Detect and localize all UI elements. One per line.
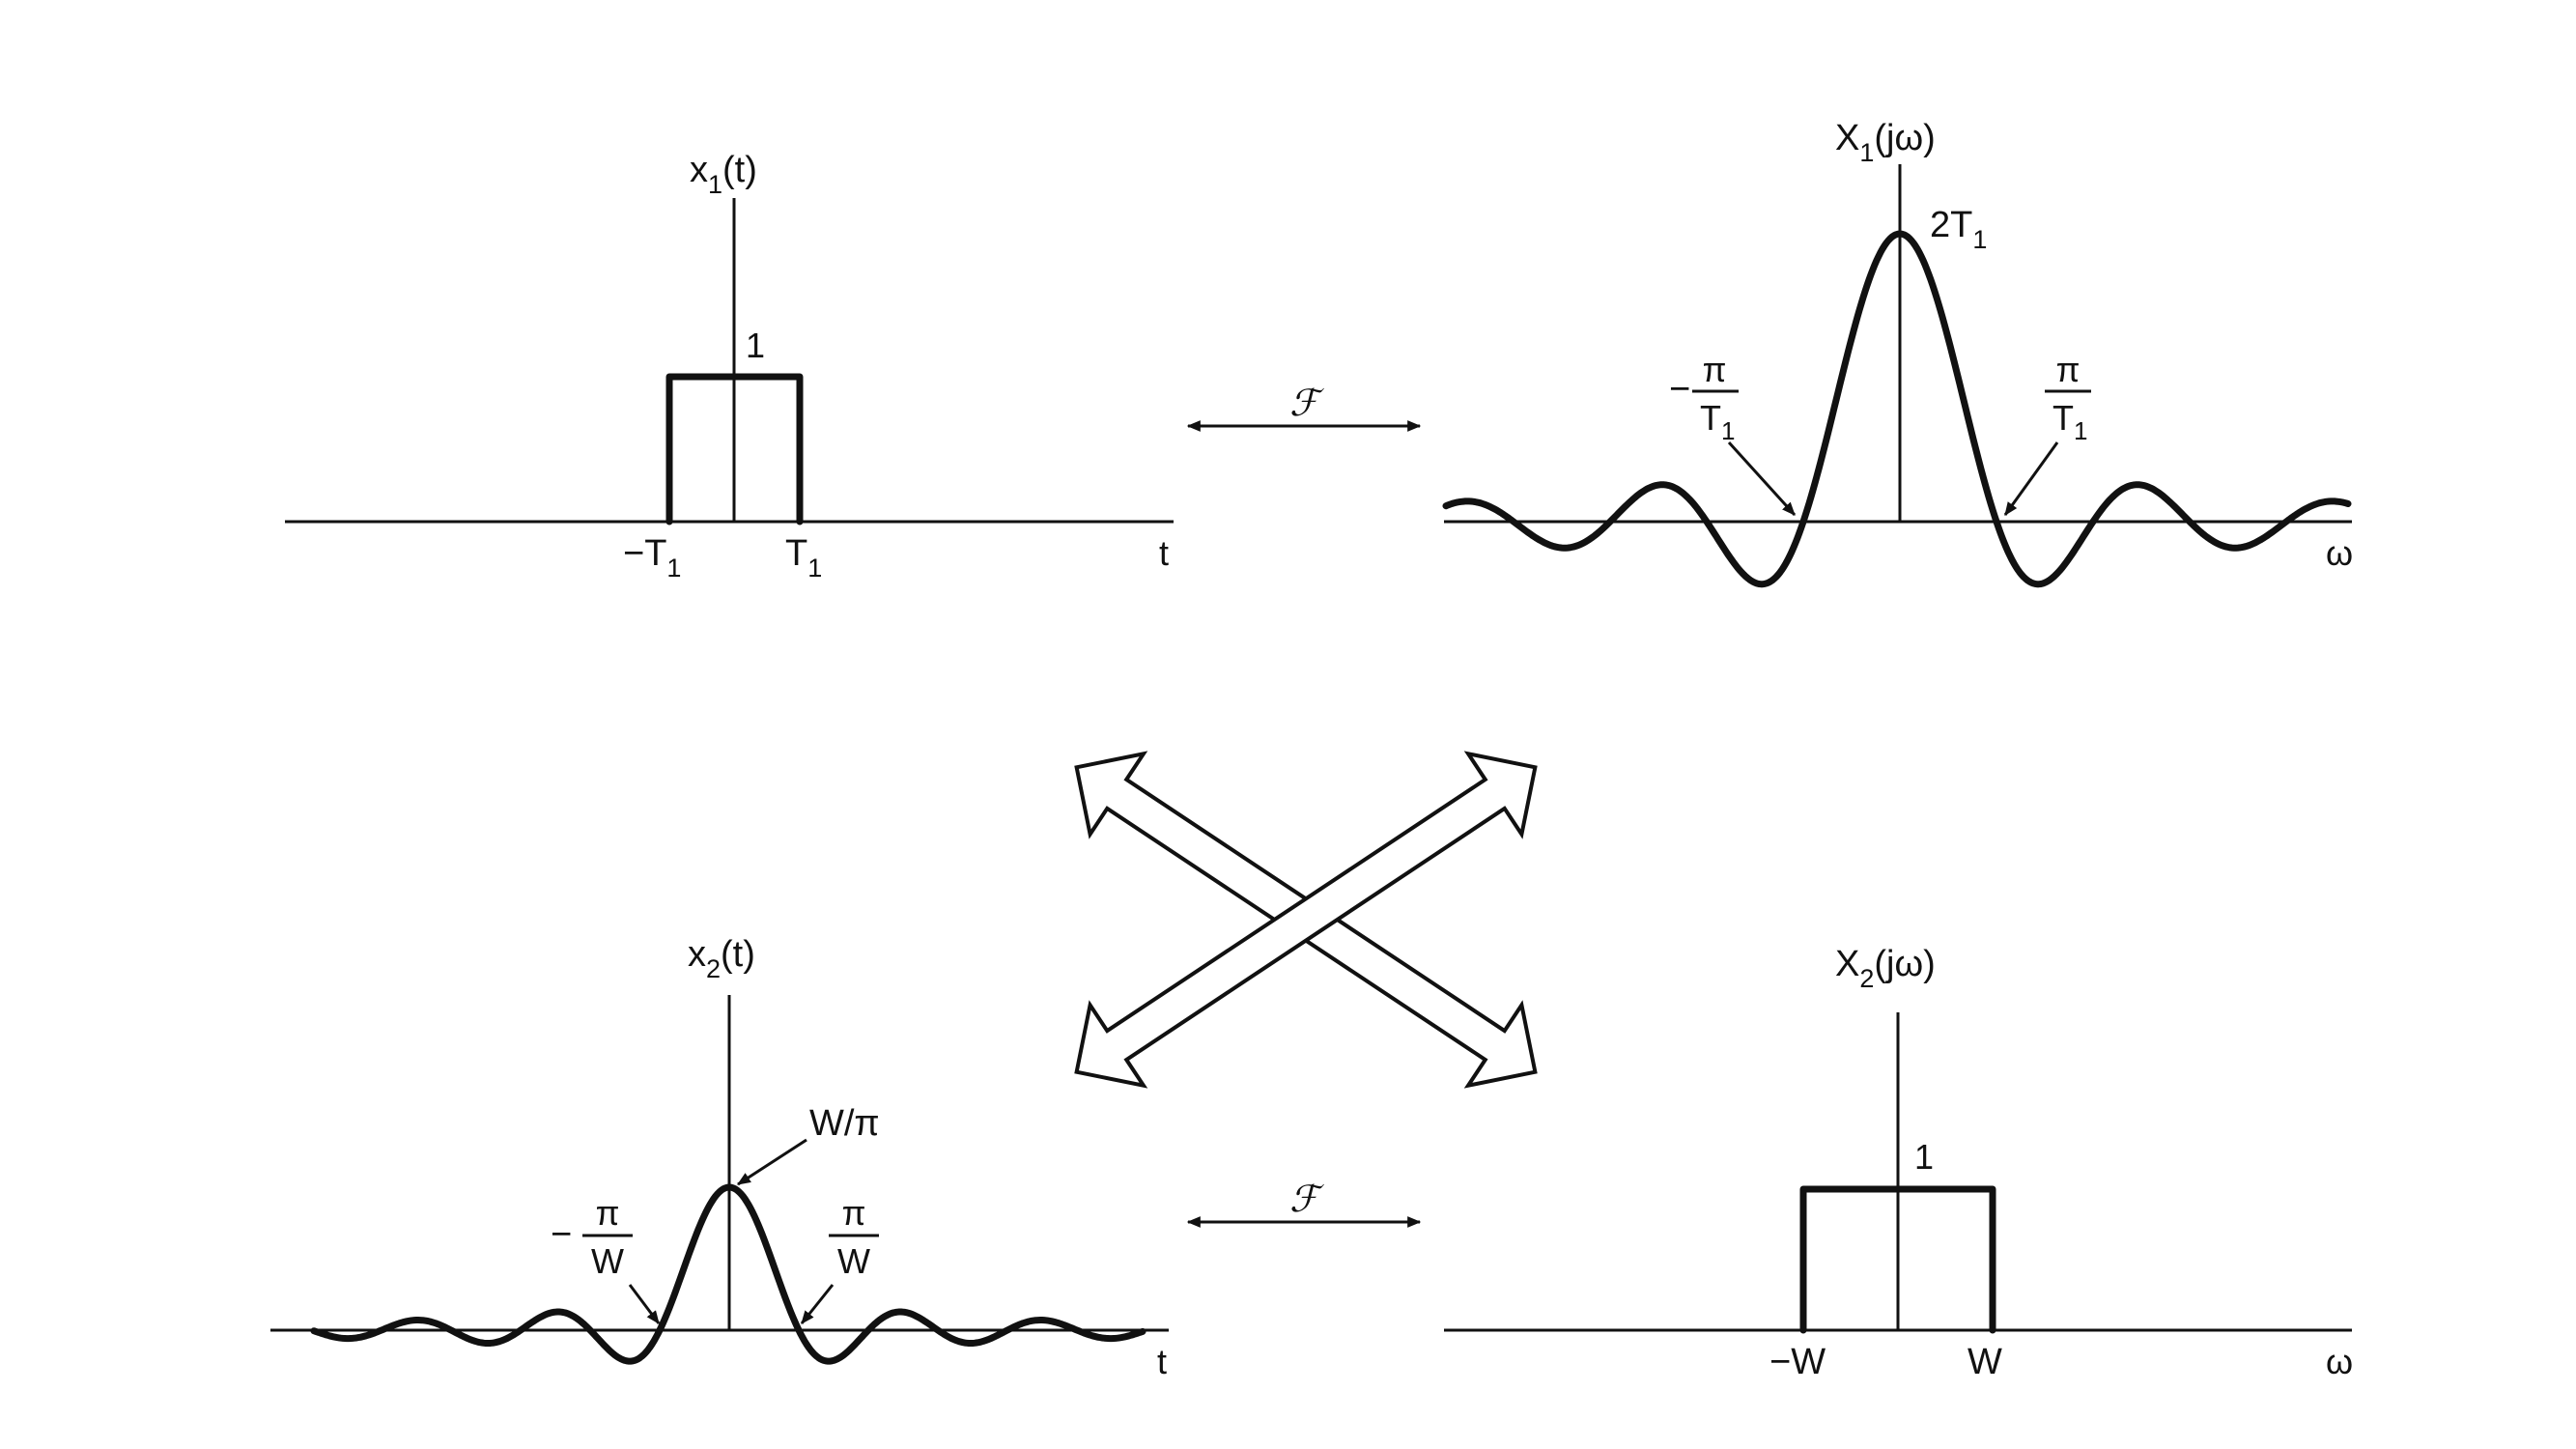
x2-zero-neg-num: π	[596, 1193, 620, 1233]
X1-func-label: X1(jω)	[1835, 118, 1936, 167]
X2-tick-pos-w: W	[1967, 1342, 2002, 1382]
X1-zero-neg-arrow	[1727, 440, 1797, 517]
x2-peak-arrow	[737, 1138, 807, 1186]
fourier-pair-top: ℱ	[1186, 384, 1422, 432]
x2-zero-pos-arrow	[800, 1284, 835, 1324]
x2-zero-neg-sign: −	[551, 1214, 572, 1255]
fourier-symbol-top: ℱ	[1289, 384, 1324, 424]
panel-x1-time: x1(t) 1 −T1 T1 t	[285, 150, 1174, 582]
x1-tick-neg-t1: −T1	[623, 533, 681, 582]
fourier-pair-bottom: ℱ	[1186, 1179, 1422, 1228]
X2-height-label: 1	[1914, 1137, 1934, 1177]
fourier-symbol-bottom: ℱ	[1289, 1179, 1324, 1220]
panel-x1-spectrum: X1(jω) 2T1 − π T1 π T1 ω	[1442, 118, 2353, 588]
x2-func-label: x2(t)	[688, 934, 755, 983]
x2-zero-pos-num: π	[842, 1193, 866, 1233]
X2-tick-neg-w: −W	[1769, 1342, 1826, 1382]
duality-cross-arrows	[1074, 751, 1538, 1089]
duality-arrow-b	[1074, 751, 1538, 1089]
panel-x2-time: x2(t) W/π − π W π W t	[270, 934, 1169, 1381]
X2-func-label: X2(jω)	[1835, 944, 1936, 993]
X1-zero-neg-den: T1	[1700, 398, 1735, 445]
x2-zero-pos-den: W	[837, 1241, 870, 1281]
X1-zero-neg-num: π	[1703, 350, 1727, 389]
X1-axis-var: ω	[2326, 533, 2353, 573]
x1-axis-var: t	[1159, 533, 1169, 573]
X2-axis-var: ω	[2326, 1342, 2353, 1381]
x1-tick-pos-t1: T1	[785, 533, 822, 582]
x2-zero-neg-arrow	[628, 1284, 661, 1324]
X2-rect-spectrum	[1799, 1185, 1996, 1334]
X1-zero-neg-sign: −	[1669, 369, 1690, 410]
x2-zero-neg-den: W	[591, 1241, 624, 1281]
X1-sinc-curve	[1442, 230, 2352, 588]
x2-peak-label: W/π	[809, 1103, 880, 1144]
x1-func-label: x1(t)	[690, 150, 757, 199]
x2-sinc-curve	[310, 1183, 1146, 1365]
x1-rect-pulse	[665, 373, 804, 526]
X1-peak-label: 2T1	[1930, 205, 1987, 254]
x1-height-label: 1	[746, 326, 765, 365]
panel-x2-spectrum: X2(jω) 1 −W W ω	[1444, 944, 2353, 1382]
X1-zero-pos-arrow	[2003, 441, 2059, 516]
X1-zero-pos-den: T1	[2052, 398, 2087, 445]
x2-axis-var: t	[1157, 1342, 1167, 1381]
X1-zero-pos-num: π	[2056, 350, 2081, 389]
